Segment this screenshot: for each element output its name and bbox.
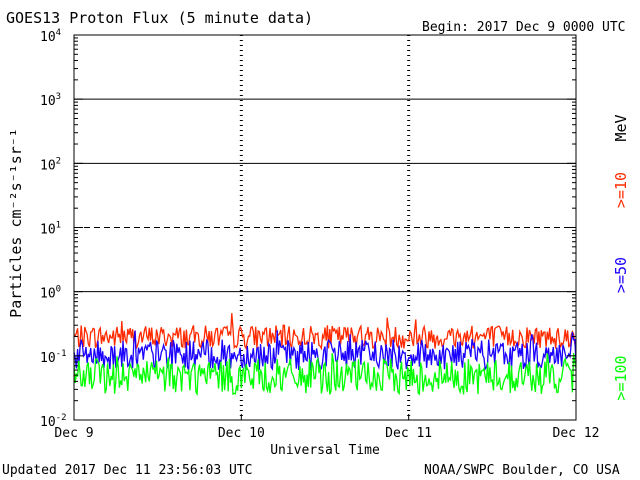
y-tick-label: 10-1: [40, 349, 67, 366]
y-tick-label: 101: [40, 221, 61, 238]
legend: MeV >=10 >=50 >=100: [612, 114, 630, 400]
x-tick-label: Dec 11: [385, 426, 432, 441]
legend-entry: >=100: [612, 355, 630, 400]
x-tick-label: Dec 10: [218, 426, 265, 441]
y-tick-label: 100: [40, 285, 61, 302]
legend-unit-label: MeV: [612, 114, 630, 141]
legend-entry: >=10: [612, 172, 630, 208]
begin-time-label: Begin: 2017 Dec 9 0000 UTC: [422, 20, 626, 35]
series-line-3: [73, 353, 577, 396]
y-tick-label: 10-2: [40, 413, 67, 430]
y-tick-label: 104: [40, 28, 61, 45]
x-tick-label: Dec 9: [54, 426, 93, 441]
chart-title: GOES13 Proton Flux (5 minute data): [6, 9, 313, 27]
series-line-2: [73, 330, 577, 371]
series-line-1: [73, 313, 577, 351]
series-layer: [73, 313, 577, 396]
x-axis-label: Universal Time: [270, 443, 380, 458]
credit-label: NOAA/SWPC Boulder, CO USA: [424, 463, 620, 478]
y-tick-label: 103: [40, 92, 61, 109]
legend-entry: >=50: [612, 257, 630, 293]
x-tick-label: Dec 12: [553, 426, 600, 441]
y-axis-label: Particles cm⁻²s⁻¹sr⁻¹: [7, 128, 25, 318]
plot-frame: [73, 34, 577, 421]
updated-timestamp: Updated 2017 Dec 11 23:56:03 UTC: [2, 463, 252, 478]
y-tick-label: 102: [40, 156, 61, 173]
